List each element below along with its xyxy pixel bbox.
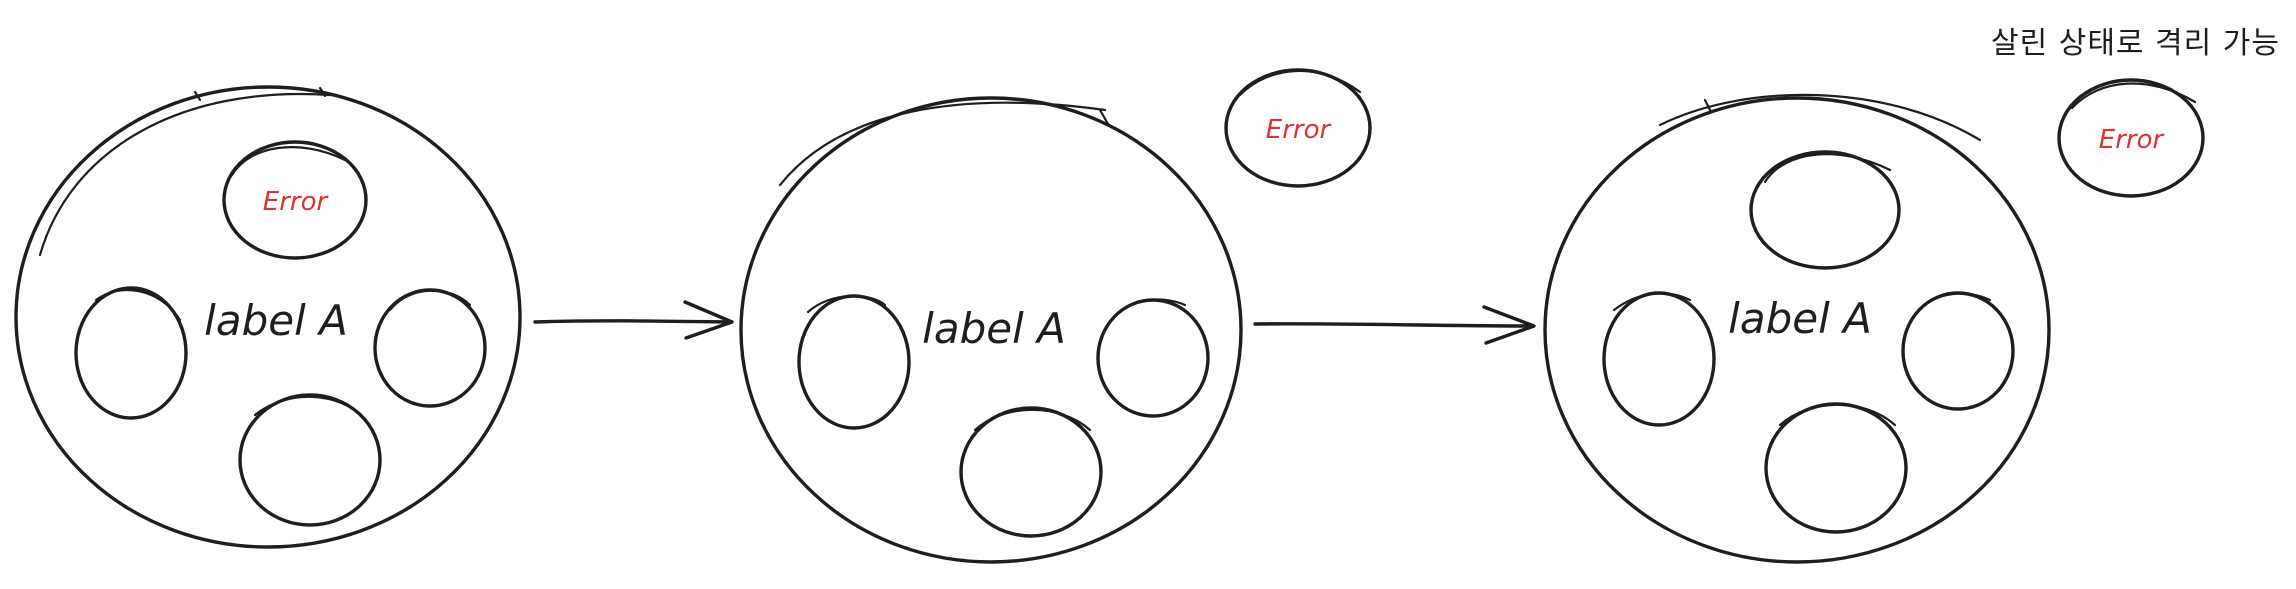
- arrow-2: [1253, 305, 1536, 345]
- stage-1-label: label A: [204, 296, 348, 345]
- stage-3-pod-top: [1749, 150, 1901, 270]
- stage-1-outer-circle: [14, 85, 522, 549]
- stage-1-pod-bottom: [238, 393, 382, 527]
- stage-1-error-label: Error: [263, 187, 330, 217]
- stage-3: label A: [1543, 93, 2051, 564]
- stage-3-label: label A: [1728, 294, 1872, 343]
- stage-2-error-pod: Error: [1224, 68, 1372, 188]
- stage-3-outer-circle: [1543, 93, 2051, 564]
- stage-2-error-label: Error: [1266, 115, 1333, 145]
- arrow-1: [533, 300, 734, 340]
- stage-2-label: label A: [922, 304, 1066, 353]
- stage-3-pod-left: [1602, 291, 1716, 427]
- stage-2-pod-left: [797, 294, 911, 430]
- stage-1: Error label A: [14, 85, 522, 549]
- stage-2: Error label A: [739, 68, 1372, 564]
- stage-2-pod-right: [1096, 298, 1210, 418]
- stage-1-pod-right: [373, 288, 487, 408]
- stage-3-pod-right: [1901, 291, 2015, 411]
- isolated-error-pod: Error: [2057, 78, 2205, 198]
- isolation-caption: 살린 상태로 격리 가능: [1990, 26, 2280, 61]
- stage-3-pod-bottom: [1764, 402, 1908, 534]
- stage-2-outer-circle: [739, 96, 1243, 564]
- isolated-error-label: Error: [2099, 125, 2166, 155]
- stage-1-pod-left: [74, 286, 188, 420]
- stage-1-error-pod: Error: [222, 140, 368, 260]
- stage-2-pod-bottom: [959, 406, 1103, 538]
